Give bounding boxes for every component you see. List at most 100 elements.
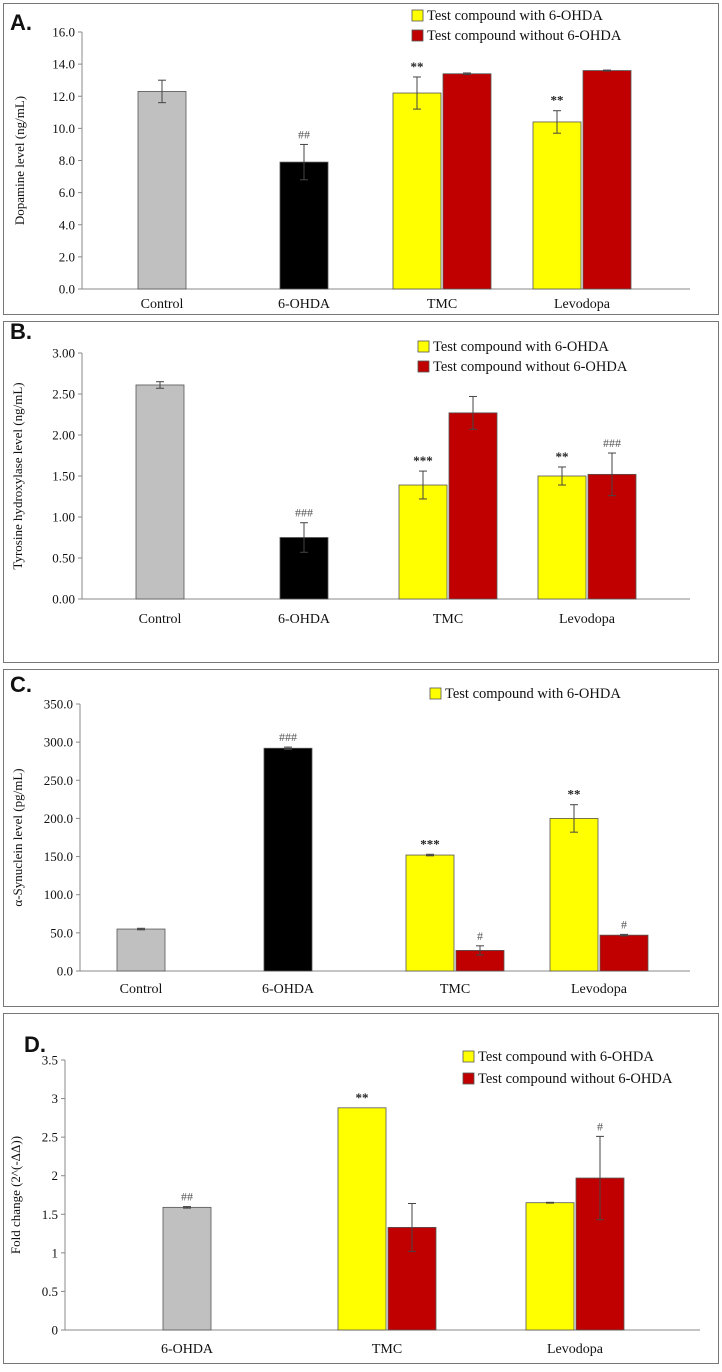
bar-control-single [116,928,166,972]
x-category-label: 6-OHDA [278,297,331,312]
bar-6-ohda-single [279,161,329,290]
y-tick-label: 6.0 [59,185,75,200]
panel-border [3,669,719,1007]
y-tick-label: 200.0 [44,811,73,826]
y-axis-label: Fold change (2^(-ΔΔ)) [8,1136,23,1254]
x-category-label: Levodopa [547,1342,604,1357]
bar-tmc-left [337,1107,387,1331]
legend-swatch [411,9,424,22]
y-tick-label: 0.00 [52,592,75,607]
y-tick-label: 8.0 [59,153,75,168]
legend-swatch [417,340,430,353]
y-axis-label: Dopamine level (ng/mL) [12,96,27,225]
bar-levodopa-left [549,818,599,972]
significance-label: *** [420,836,440,851]
bar-levodopa-left [537,475,587,600]
x-category-label: Control [139,612,182,627]
bar-control-single [135,384,185,600]
y-tick-label: 300.0 [44,735,73,750]
y-tick-label: 0.0 [57,964,73,979]
significance-label: # [477,929,483,943]
y-tick-label: 3 [52,1091,59,1106]
bar-levodopa-right [582,70,632,290]
panel-letter: A. [10,10,32,35]
y-tick-label: 2.0 [59,249,75,264]
y-axis-label: α-Synuclein level (pg/mL) [10,768,25,906]
significance-label: ### [295,506,313,520]
y-tick-label: 3.5 [42,1053,58,1068]
panel-letter: B. [10,319,32,344]
bar-tmc-left [398,484,448,600]
bar-tmc-right [448,412,498,600]
y-tick-label: 350.0 [44,697,73,712]
significance-label: ** [568,787,581,802]
panel-letter: C. [10,672,32,697]
legend-entry: Test compound with 6-OHDA [427,8,603,24]
legend-entry: Test compound with 6-OHDA [478,1049,654,1065]
y-tick-label: 1.00 [52,510,75,525]
significance-label: # [597,1119,603,1133]
x-category-label: TMC [440,982,470,997]
x-category-label: Levodopa [554,297,611,312]
bar-6-ohda-single [263,747,313,972]
y-tick-label: 0 [52,1323,59,1338]
x-category-label: Levodopa [559,612,616,627]
legend-entry: Test compound with 6-OHDA [445,686,621,702]
bar-tmc-right [442,73,492,290]
x-category-label: Levodopa [571,982,628,997]
x-category-label: Control [141,297,184,312]
y-tick-label: 14.0 [52,57,75,72]
bar-control-single [137,91,187,290]
significance-label: ** [356,1090,369,1105]
y-tick-label: 250.0 [44,773,73,788]
x-category-label: 6-OHDA [278,612,331,627]
bar-6-ohda-single [162,1206,212,1331]
significance-label: ** [551,93,564,108]
legend-swatch [462,1050,475,1063]
y-tick-label: 0.50 [52,551,75,566]
legend-entry: Test compound with 6-OHDA [433,339,609,355]
significance-label: # [621,917,627,931]
panel-border [3,1013,719,1364]
y-tick-label: 2.5 [42,1130,58,1145]
legend-swatch [411,29,424,42]
legend-entry: Test compound without 6-OHDA [478,1071,673,1087]
bar-levodopa-left [532,121,582,290]
chart-panel-b: B. 0.00 0.50 1.00 1.50 2.00 2.50 3.00 Tyrosine h… [3,319,719,663]
x-category-label: TMC [433,612,463,627]
y-axis-label: Tyrosine hydroxylase level (ng/mL) [10,382,25,569]
x-category-label: TMC [372,1342,402,1357]
significance-label: ### [603,436,621,450]
significance-label: ## [298,127,310,141]
y-tick-label: 10.0 [52,121,75,136]
y-tick-label: 4.0 [59,217,75,232]
y-tick-label: 1.50 [52,469,75,484]
significance-label: ** [556,449,569,464]
y-tick-label: 0.5 [42,1284,58,1299]
y-tick-label: 150.0 [44,849,73,864]
y-tick-label: 1 [52,1245,59,1260]
significance-label: *** [413,453,433,468]
x-category-label: 6-OHDA [262,982,315,997]
bar-tmc-left [392,92,442,290]
legend-swatch [429,687,442,700]
y-tick-label: 2.50 [52,387,75,402]
chart-panel-d: D. 0 0.5 1 1.5 2 2.5 3 3.5 Fold change (2^(-ΔΔ)) 6… [3,1013,719,1364]
significance-label: ### [279,730,297,744]
y-tick-label: 50.0 [50,925,73,940]
y-tick-label: 3.00 [52,346,75,361]
x-category-label: 6-OHDA [161,1342,214,1357]
significance-label: ## [181,1190,193,1204]
y-tick-label: 2.00 [52,428,75,443]
bar-levodopa-left [525,1202,575,1331]
bar-levodopa-right [599,934,649,972]
x-category-label: Control [120,982,163,997]
y-tick-label: 0.0 [59,282,75,297]
y-tick-label: 1.5 [42,1207,58,1222]
legend-entry: Test compound without 6-OHDA [433,359,628,375]
significance-label: ** [411,59,424,74]
legend-entry: Test compound without 6-OHDA [427,28,622,44]
y-tick-label: 16.0 [52,25,75,40]
chart-panel-a: A. 0.0 2.0 4.0 6.0 8.0 10.0 12.0 14.0 16.0 Dopamin… [3,3,719,315]
legend-swatch [417,360,430,373]
